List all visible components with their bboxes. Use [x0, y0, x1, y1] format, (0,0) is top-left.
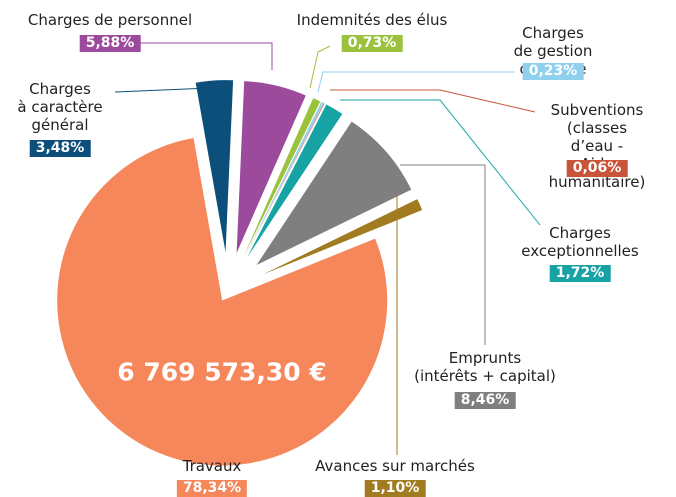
leader-line	[330, 89, 536, 113]
value-label: 8,46%	[454, 392, 516, 409]
slice-label: Avances sur marchés	[315, 457, 475, 475]
pie-slice	[195, 80, 234, 253]
slice-label: Emprunts (intérêts + capital)	[414, 349, 556, 385]
slice-label: Travaux	[182, 457, 242, 475]
leader-line	[317, 71, 515, 93]
leader-line	[309, 45, 331, 89]
value-label: 0,73%	[341, 35, 403, 52]
pie-slice	[244, 98, 321, 256]
leader-line	[140, 42, 273, 70]
pie-slice	[245, 101, 324, 257]
slice-label: Charges à caractère général	[17, 80, 103, 134]
value-label: 5,88%	[79, 35, 141, 52]
slice-label: Subventions (classes d’eau - Aide humani…	[548, 101, 646, 191]
value-label: 1,72%	[549, 265, 611, 282]
leader-line	[340, 99, 541, 226]
pie-slice	[247, 104, 343, 258]
value-label: 1,10%	[364, 480, 426, 497]
pie-slice	[57, 138, 388, 466]
pie-slice	[262, 199, 423, 275]
pie-slice	[245, 103, 325, 257]
slice-label: Charges exceptionnelles	[521, 224, 639, 260]
value-label: 0,23%	[522, 63, 584, 80]
slice-label: Indemnités des élus	[296, 11, 448, 29]
value-label: 0,06%	[566, 160, 628, 177]
value-label: 78,34%	[176, 480, 248, 497]
value-label: 3,48%	[29, 140, 91, 157]
leader-line	[400, 164, 486, 345]
pie-slice	[256, 121, 412, 265]
slice-label: Charges de personnel	[27, 11, 193, 29]
leader-line	[114, 87, 211, 93]
total-annotation: 6 769 573,30 €	[117, 357, 327, 387]
pie-slice	[236, 81, 306, 253]
